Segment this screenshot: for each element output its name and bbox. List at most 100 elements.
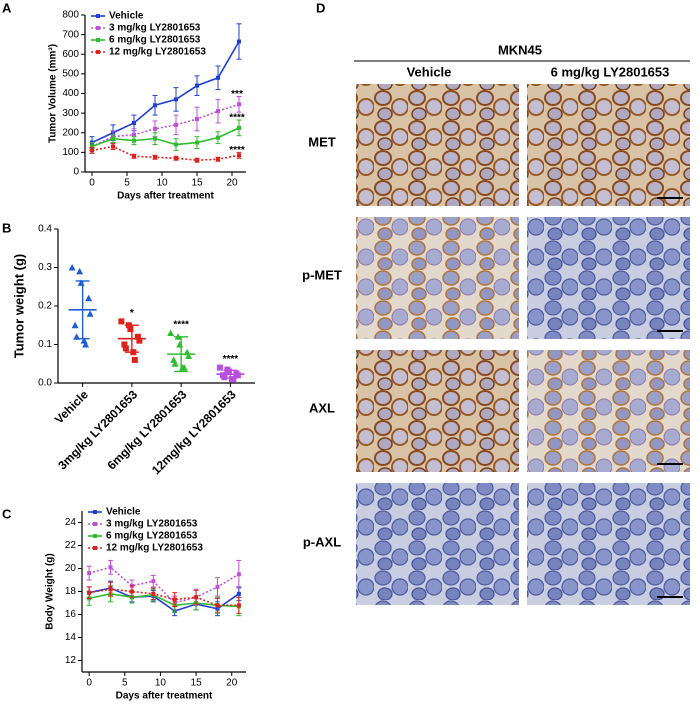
legend-label: 3 mg/kg LY2801653 bbox=[109, 23, 201, 34]
ihc-image bbox=[356, 84, 519, 206]
data-point bbox=[71, 321, 79, 329]
ihc-image bbox=[527, 217, 690, 339]
data-point bbox=[68, 264, 76, 271]
legend-label: 6 mg/kg LY2801653 bbox=[109, 35, 201, 46]
legend-label: 12 mg/kg LY2801653 bbox=[109, 47, 206, 58]
data-point bbox=[153, 136, 157, 141]
x-tick-label: 15 bbox=[191, 178, 203, 189]
data-point bbox=[221, 374, 228, 381]
legend-marker bbox=[96, 26, 100, 30]
data-point bbox=[121, 341, 128, 348]
column-header: 6 mg/kg LY2801653 bbox=[551, 64, 670, 79]
x-axis-label: Days after treatment bbox=[116, 691, 213, 702]
x-tick-label: 20 bbox=[226, 178, 238, 189]
data-point bbox=[136, 337, 143, 344]
y-tick-label: 0.1 bbox=[38, 339, 52, 350]
data-point bbox=[216, 75, 220, 80]
data-point bbox=[87, 590, 92, 595]
data-point bbox=[90, 144, 94, 149]
x-tick-label: 20 bbox=[226, 678, 238, 689]
cell-line-title: MKN45 bbox=[498, 42, 542, 57]
data-point bbox=[174, 156, 178, 161]
y-tick-label: 20 bbox=[65, 563, 77, 574]
data-point bbox=[85, 294, 93, 302]
x-tick-label: 10 bbox=[156, 178, 168, 189]
y-tick-label: 24 bbox=[65, 517, 77, 528]
data-point bbox=[174, 142, 178, 147]
x-tick-label: 0 bbox=[89, 178, 95, 189]
legend-label: 12 mg/kg LY2801653 bbox=[106, 543, 203, 554]
ihc-image bbox=[527, 84, 690, 206]
data-point bbox=[108, 565, 113, 570]
legend-label: 3 mg/kg LY2801653 bbox=[106, 519, 198, 530]
panel-letter: A bbox=[2, 0, 12, 15]
series-line bbox=[91, 145, 240, 162]
y-tick-label: 0.4 bbox=[38, 224, 52, 235]
legend-marker bbox=[96, 38, 100, 42]
data-point bbox=[132, 120, 136, 125]
data-point bbox=[131, 356, 138, 363]
data-point bbox=[129, 589, 134, 594]
ihc-image bbox=[356, 217, 519, 339]
y-axis-label: Tumor Volume (mm³) bbox=[48, 44, 59, 143]
data-point bbox=[237, 125, 241, 130]
data-point bbox=[118, 318, 125, 325]
data-point bbox=[86, 310, 94, 317]
data-point bbox=[216, 135, 220, 140]
data-point bbox=[153, 126, 157, 131]
column-header: Vehicle bbox=[407, 64, 452, 79]
data-point bbox=[195, 158, 199, 163]
y-tick-label: 18 bbox=[65, 586, 77, 597]
legend-marker bbox=[93, 546, 97, 550]
row-label: p-MET bbox=[302, 267, 342, 282]
significance-label: **** bbox=[229, 113, 245, 124]
series-line bbox=[91, 103, 240, 148]
legend-marker bbox=[96, 50, 100, 54]
y-tick-label: 100 bbox=[62, 147, 79, 158]
data-point bbox=[167, 329, 175, 336]
panel-letter: B bbox=[2, 220, 11, 235]
data-point bbox=[122, 345, 129, 352]
legend-label: Vehicle bbox=[106, 507, 141, 518]
row-label: MET bbox=[308, 134, 336, 149]
data-point bbox=[172, 597, 177, 602]
data-point bbox=[236, 591, 241, 596]
data-point bbox=[174, 97, 178, 102]
data-point bbox=[180, 364, 188, 371]
ihc-image bbox=[527, 350, 690, 472]
legend-marker bbox=[93, 534, 97, 538]
data-point bbox=[216, 157, 220, 162]
y-tick-label: 600 bbox=[62, 49, 79, 60]
y-axis-label: Body Weight (g) bbox=[45, 553, 56, 629]
data-point bbox=[132, 154, 136, 159]
data-point bbox=[215, 584, 220, 589]
x-tick-label: 12mg/kg LY2801653 bbox=[149, 387, 239, 477]
series-line bbox=[91, 41, 240, 144]
y-tick-label: 200 bbox=[62, 127, 79, 138]
x-tick-label: 15 bbox=[191, 678, 203, 689]
data-point bbox=[195, 83, 199, 88]
y-tick-label: 300 bbox=[62, 108, 79, 119]
series-line bbox=[88, 566, 240, 604]
ihc-image bbox=[356, 483, 519, 605]
data-point bbox=[237, 153, 241, 158]
sd-bar bbox=[174, 336, 189, 373]
data-point bbox=[174, 122, 178, 127]
x-tick-label: 5 bbox=[124, 178, 130, 189]
y-tick-label: 0.0 bbox=[38, 378, 52, 389]
data-point bbox=[237, 39, 241, 44]
data-point bbox=[230, 376, 237, 383]
x-axis-label: Days after treatment bbox=[117, 191, 214, 202]
sd-bar bbox=[223, 369, 238, 379]
y-tick-label: 0 bbox=[73, 167, 79, 178]
data-point bbox=[234, 372, 241, 379]
legend-marker bbox=[96, 14, 100, 18]
data-point bbox=[225, 368, 232, 375]
data-point bbox=[195, 140, 199, 145]
legend-label: 6 mg/kg LY2801653 bbox=[106, 531, 198, 542]
sd-bar bbox=[124, 324, 139, 353]
data-point bbox=[171, 360, 179, 367]
data-point bbox=[153, 103, 157, 108]
data-point bbox=[236, 572, 241, 577]
